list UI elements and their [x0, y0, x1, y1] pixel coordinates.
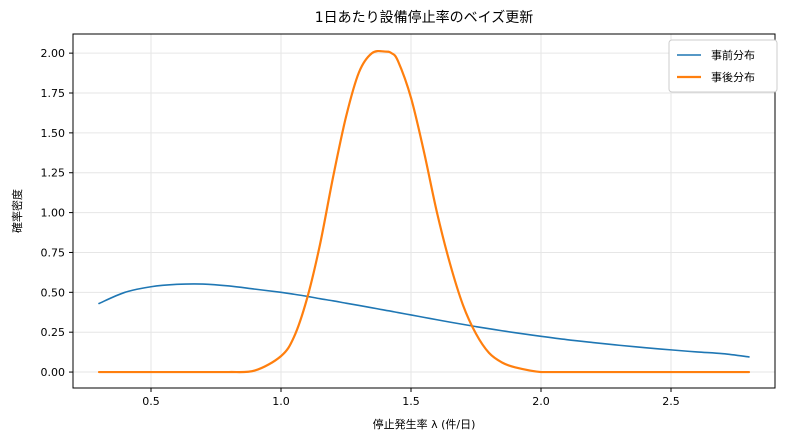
y-tick-label: 1.25	[41, 167, 66, 180]
x-axis-label: 停止発生率 λ (件/日)	[373, 417, 476, 431]
y-tick-label: 1.75	[41, 87, 66, 100]
x-tick-label: 1.5	[402, 395, 420, 408]
series-line-posterior	[97, 49, 751, 374]
x-tick-label: 2.0	[532, 395, 550, 408]
y-tick-label: 0.00	[41, 366, 66, 379]
y-tick-label: 0.75	[41, 246, 66, 259]
legend: 事前分布 事後分布	[668, 39, 778, 93]
legend-box	[668, 39, 778, 93]
x-tick-label: 2.5	[662, 395, 680, 408]
axes: 0.5 1.0 1.5 2.0 2.5 0.00 0.25 0.50 0.75 1.00 1.25 1…	[41, 47, 680, 408]
plot-area	[97, 49, 751, 374]
legend-label-prior: 事前分布	[711, 48, 755, 62]
x-tick-label: 0.5	[142, 395, 160, 408]
y-tick-label: 2.00	[41, 47, 66, 60]
y-tick-label: 1.50	[41, 127, 66, 140]
legend-label-posterior: 事後分布	[711, 70, 755, 84]
series-line-prior	[98, 283, 750, 358]
plot-frame	[72, 33, 776, 389]
chart-title: 1日あたり設備停止率のベイズ更新	[315, 9, 534, 26]
y-tick-label: 0.50	[41, 286, 66, 299]
x-tick-label: 1.0	[272, 395, 290, 408]
y-axis-label: 確率密度	[10, 189, 24, 233]
y-tick-label: 0.25	[41, 326, 66, 339]
y-tick-label: 1.00	[41, 207, 66, 220]
